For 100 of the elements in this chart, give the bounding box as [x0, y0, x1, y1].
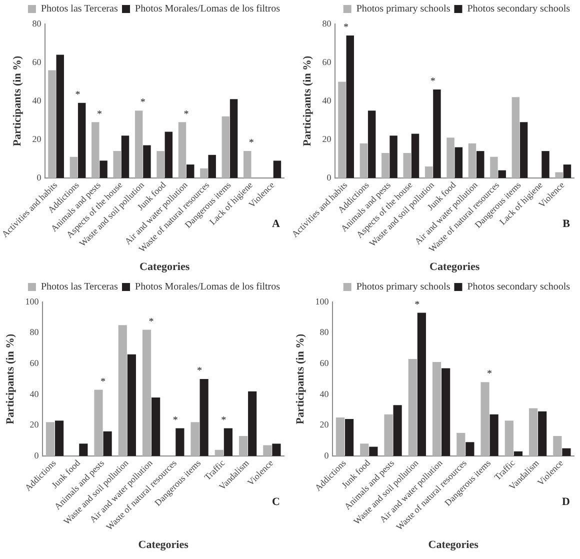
bar [553, 436, 562, 456]
x-axis-title: Categories [138, 539, 190, 552]
y-tick-label: 80 [322, 18, 332, 28]
bar [490, 156, 498, 178]
y-tick-label: 40 [322, 95, 332, 106]
annotation: * [100, 376, 106, 388]
bar [555, 172, 563, 178]
bar [514, 451, 522, 456]
bar [344, 419, 354, 456]
bar [143, 145, 151, 178]
bar [54, 420, 64, 456]
y-tick-label: 40 [30, 388, 40, 399]
bar [244, 151, 252, 178]
legend-label: Photos secondary schools [467, 4, 570, 15]
y-tick-label: 60 [322, 56, 332, 67]
y-tick-label: 80 [320, 327, 330, 338]
bar [56, 54, 64, 178]
bar [338, 82, 346, 178]
annotation: * [430, 76, 436, 88]
legend-label: Photos primary schools [356, 282, 450, 293]
legend-label: Photos las Terceras [40, 4, 118, 15]
bar [118, 325, 127, 456]
text: B [562, 218, 570, 230]
y-axis-title: Participants (in %) [294, 333, 306, 424]
bar [70, 156, 78, 178]
bar [538, 411, 547, 456]
bar [368, 110, 376, 178]
annotation: * [75, 90, 80, 101]
x-axis-title: Categories [428, 539, 480, 552]
bar [466, 442, 474, 456]
annotation: * [172, 414, 178, 426]
bar [100, 160, 108, 178]
y-tick-label: 0 [34, 450, 40, 460]
y-tick-label: 20 [30, 420, 40, 430]
bar [272, 444, 281, 456]
y-tick-label: 0 [324, 450, 330, 460]
bar [382, 152, 390, 178]
bar [403, 152, 411, 178]
bar [393, 405, 402, 456]
y-tick-label: 0 [36, 172, 42, 182]
y-tick-label: 60 [30, 358, 40, 368]
annotation: * [184, 108, 189, 120]
bar [113, 151, 121, 178]
bar [78, 102, 86, 178]
bar [520, 122, 528, 178]
bar [127, 354, 136, 456]
bar [190, 422, 200, 456]
annotation: * [221, 414, 226, 426]
y-axis-title: Participants (in %) [301, 55, 314, 146]
text: D [562, 496, 570, 508]
bar [446, 138, 454, 178]
y-axis-title: Participants (in %) [11, 55, 24, 146]
bar [562, 448, 571, 456]
bar [456, 432, 466, 456]
bar [142, 330, 152, 456]
annotation: * [487, 368, 492, 380]
y-tick-label: 100 [315, 296, 330, 306]
y-tick-label: 100 [25, 296, 40, 306]
legend-label: Photos secondary schools [467, 282, 570, 293]
annotation: * [248, 138, 254, 149]
x-axis-title: Categories [140, 261, 190, 274]
bar [346, 36, 354, 178]
bar [156, 151, 164, 178]
bar [442, 368, 450, 456]
bar [230, 99, 238, 178]
y-tick-label: 20 [322, 134, 332, 144]
text: A [272, 218, 280, 230]
bar [103, 431, 112, 456]
y-tick-label: 40 [320, 388, 330, 399]
bar [200, 168, 208, 178]
bar [134, 110, 143, 178]
y-tick-label: 80 [32, 18, 42, 28]
y-tick-label: 80 [30, 327, 40, 338]
bar [121, 136, 130, 178]
bar [369, 446, 378, 456]
bar [92, 122, 100, 178]
bar [498, 170, 506, 178]
bar [48, 70, 56, 178]
bar [480, 382, 490, 456]
bar [433, 89, 441, 178]
bar [360, 143, 368, 178]
bar [263, 445, 272, 456]
bar [384, 414, 393, 456]
bar [79, 444, 88, 456]
bar [186, 164, 194, 178]
y-tick-label: 60 [320, 358, 330, 368]
annotation: * [96, 108, 102, 120]
x-axis-title: Categories [430, 261, 480, 274]
bar [468, 143, 476, 178]
legend-label: Photos Morales/Lomas de los filtros [135, 4, 280, 15]
y-tick-label: 40 [32, 95, 42, 106]
bar [476, 151, 484, 178]
bar [152, 397, 160, 456]
annotation: * [148, 316, 154, 328]
legend-label: Photos las Terceras [40, 282, 118, 293]
bar [390, 136, 398, 178]
bar [273, 160, 282, 178]
bar [454, 147, 463, 178]
y-tick-label: 20 [320, 420, 330, 430]
bar [208, 154, 216, 178]
